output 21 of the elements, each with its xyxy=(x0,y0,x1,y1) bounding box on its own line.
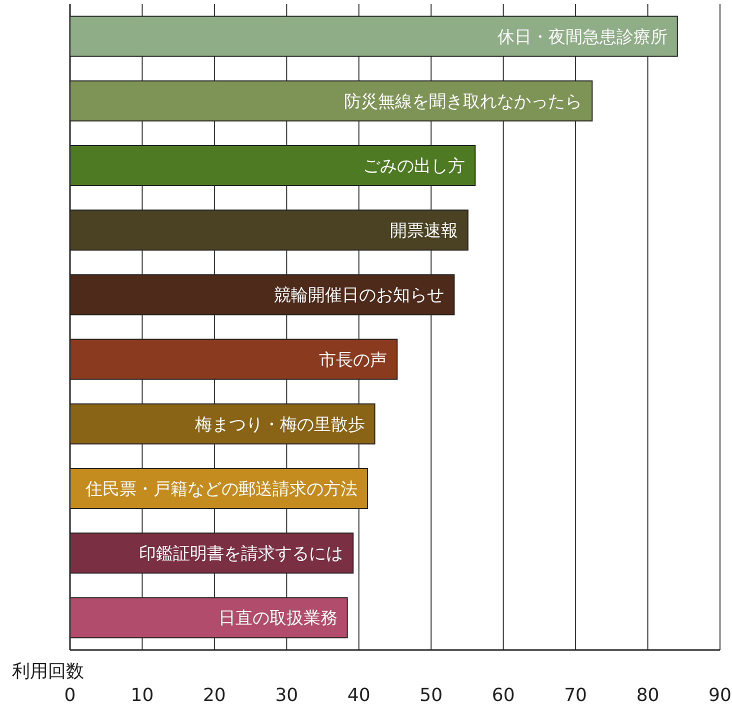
x-tick-label: 90 xyxy=(708,685,732,706)
x-tick-label: 40 xyxy=(347,685,370,706)
y-tick-label: 競輪開催日のお知らせ xyxy=(274,286,444,306)
y-tick-label: 梅まつり・梅の里散歩 xyxy=(194,414,365,435)
y-tick-label: 住民票・戸籍などの郵送請求の方法 xyxy=(84,480,358,500)
x-tick-label: 30 xyxy=(275,685,298,706)
y-tick-label: 日直の取扱業務 xyxy=(218,608,338,629)
y-tick-label: ごみの出し方 xyxy=(363,156,466,176)
y-tick-label: 開票速報 xyxy=(390,221,458,242)
y-tick-label: 休日・夜間急患診療所 xyxy=(497,27,668,48)
x-axis-title: 利用回数 xyxy=(12,661,84,682)
x-tick-label: 0 xyxy=(64,685,76,706)
x-tick-label: 60 xyxy=(492,685,515,706)
x-tick-label: 10 xyxy=(130,685,154,706)
x-tick-label: 20 xyxy=(202,685,226,706)
y-tick-label: 市長の声 xyxy=(319,350,388,370)
x-tick-label: 70 xyxy=(564,685,588,706)
y-tick-label: 印鑑証明書を請求するには xyxy=(139,544,344,564)
x-tick-label: 50 xyxy=(420,685,443,706)
y-tick-label: 防災無線を聞き取れなかったら xyxy=(344,92,582,112)
x-tick-label: 80 xyxy=(636,685,660,706)
